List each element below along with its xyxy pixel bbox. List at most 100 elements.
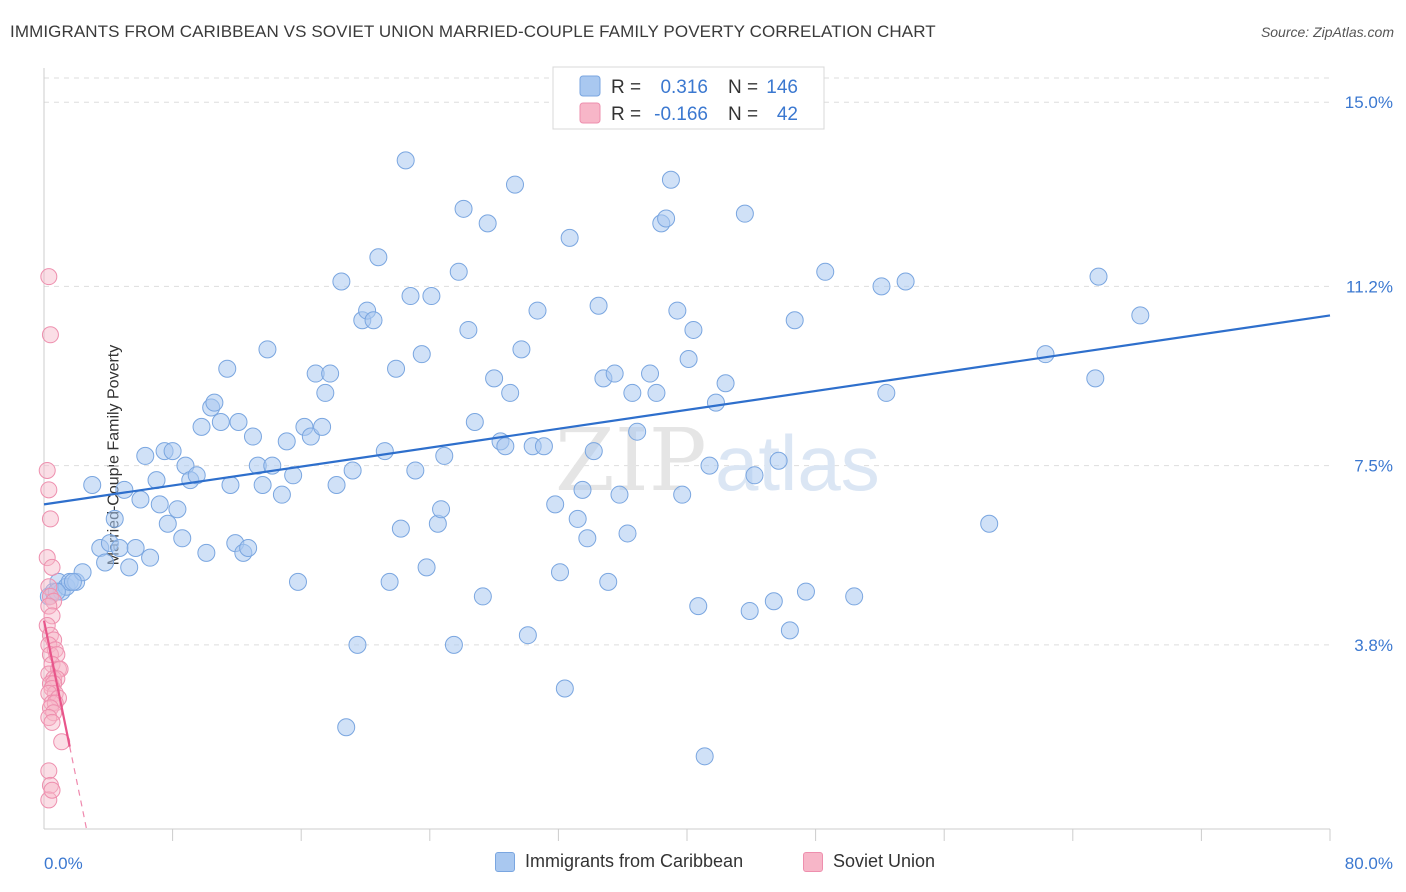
data-point-caribbean	[560, 228, 579, 247]
data-point-soviet-union	[40, 709, 58, 727]
data-point-caribbean	[735, 204, 754, 223]
data-point-caribbean	[785, 311, 804, 330]
data-point-caribbean	[163, 442, 182, 461]
data-point-soviet-union	[40, 597, 58, 615]
data-point-caribbean	[706, 393, 725, 412]
data-point-caribbean	[745, 466, 764, 485]
data-point-caribbean	[332, 272, 351, 291]
data-point-caribbean	[192, 417, 211, 436]
data-point-caribbean	[141, 548, 160, 567]
data-point-caribbean	[589, 296, 608, 315]
data-point-caribbean	[980, 514, 999, 533]
data-point-caribbean	[872, 277, 891, 296]
data-point-caribbean	[689, 597, 708, 616]
legend-label-soviet-union: Soviet Union	[833, 851, 936, 871]
series-immigrants-from-caribbean	[39, 107, 1150, 766]
data-point-caribbean	[428, 514, 447, 533]
legend-swatch-pink	[579, 102, 601, 124]
data-point-caribbean	[258, 340, 277, 359]
data-point-caribbean	[364, 311, 383, 330]
data-point-caribbean	[641, 364, 660, 383]
data-point-caribbean	[496, 437, 515, 456]
data-point-caribbean	[218, 359, 237, 378]
data-point-caribbean	[243, 427, 262, 446]
data-point-caribbean	[221, 475, 240, 494]
data-point-caribbean	[136, 446, 155, 465]
data-point-caribbean	[605, 364, 624, 383]
data-point-caribbean	[679, 350, 698, 369]
data-point-caribbean	[528, 301, 547, 320]
data-point-soviet-union	[43, 781, 61, 799]
data-point-caribbean	[877, 383, 896, 402]
data-point-caribbean	[131, 490, 150, 509]
data-point-caribbean	[584, 442, 603, 461]
x-tick-label-max: 80.0%	[1345, 854, 1393, 873]
data-point-caribbean	[465, 413, 484, 432]
data-point-caribbean	[568, 509, 587, 528]
data-point-caribbean	[740, 601, 759, 620]
legend-r-label-2: R =	[611, 104, 641, 125]
data-point-caribbean	[401, 287, 420, 306]
data-point-caribbean	[485, 369, 504, 388]
data-point-caribbean	[796, 582, 815, 601]
data-point-caribbean	[473, 587, 492, 606]
y-tick-label: 15.0%	[1345, 93, 1393, 112]
data-point-soviet-union	[38, 461, 56, 479]
legend-swatch-blue	[579, 75, 601, 97]
data-point-caribbean	[83, 475, 102, 494]
data-point-caribbean	[657, 209, 676, 228]
data-point-caribbean	[896, 272, 915, 291]
data-point-soviet-union	[43, 713, 61, 731]
data-point-caribbean	[327, 475, 346, 494]
legend-n-value-2: 42	[777, 104, 798, 125]
data-point-caribbean	[505, 175, 524, 194]
data-point-caribbean	[288, 572, 307, 591]
data-point-caribbean	[110, 538, 129, 557]
data-point-soviet-union	[51, 660, 69, 678]
data-point-caribbean	[1036, 345, 1055, 364]
data-point-caribbean	[623, 383, 642, 402]
data-point-soviet-union	[40, 481, 58, 499]
data-point-caribbean	[253, 475, 272, 494]
data-point-soviet-union	[40, 268, 58, 286]
watermark: ZIP atlas	[555, 411, 880, 511]
data-point-caribbean	[391, 519, 410, 538]
data-point-caribbean	[126, 538, 145, 557]
data-point-caribbean	[780, 621, 799, 640]
data-point-soviet-union	[40, 791, 58, 809]
data-point-caribbean	[668, 301, 687, 320]
source-credit: Source: ZipAtlas.com	[1260, 24, 1394, 40]
data-point-caribbean	[396, 151, 415, 170]
data-point-caribbean	[647, 383, 666, 402]
y-tick-label: 3.8%	[1354, 636, 1393, 655]
data-point-soviet-union	[41, 326, 59, 344]
data-point-caribbean	[313, 417, 332, 436]
data-point-caribbean	[454, 199, 473, 218]
data-point-caribbean	[1131, 306, 1150, 325]
data-point-caribbean	[337, 718, 356, 737]
data-point-caribbean	[769, 451, 788, 470]
data-point-caribbean	[512, 340, 531, 359]
data-point-caribbean	[187, 466, 206, 485]
chart-title: IMMIGRANTS FROM CARIBBEAN VS SOVIET UNIO…	[10, 22, 936, 41]
y-tick-label: 7.5%	[1354, 457, 1393, 476]
y-tick-label: 11.2%	[1346, 277, 1393, 296]
data-point-caribbean	[599, 572, 618, 591]
legend-n-value-1: 146	[766, 77, 798, 98]
data-point-caribbean	[158, 514, 177, 533]
legend-r-label-1: R =	[611, 77, 641, 98]
data-point-caribbean	[316, 383, 335, 402]
data-point-caribbean	[673, 485, 692, 504]
legend-swatch-soviet-union	[803, 851, 823, 872]
tick-labels: 3.8% 7.5% 11.2% 15.0% 0.0% 80.0%	[44, 93, 1393, 873]
data-point-caribbean	[684, 320, 703, 339]
data-point-caribbean	[120, 558, 139, 577]
data-point-caribbean	[150, 495, 169, 514]
data-point-caribbean	[422, 287, 441, 306]
data-point-caribbean	[555, 679, 574, 698]
data-point-caribbean	[1086, 369, 1105, 388]
data-point-caribbean	[459, 320, 478, 339]
trend-lines	[42, 314, 1331, 830]
data-point-caribbean	[432, 500, 451, 519]
data-point-caribbean	[369, 248, 388, 267]
